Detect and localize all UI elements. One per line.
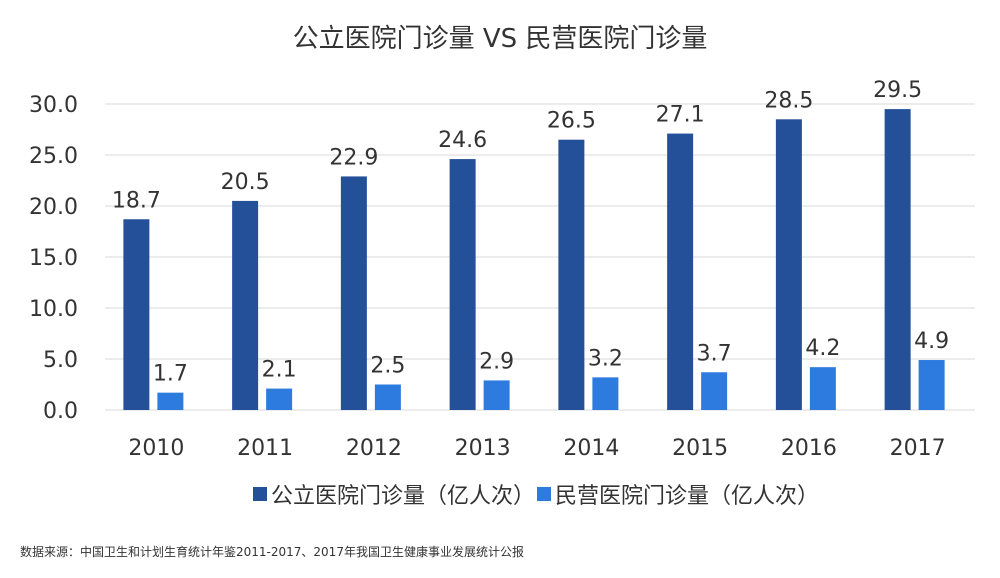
y-tick-label: 0.0 — [43, 399, 78, 424]
bar-private — [701, 372, 728, 410]
bar-private — [592, 377, 619, 410]
y-tick-label: 25.0 — [29, 144, 78, 169]
data-label: 2.9 — [479, 349, 514, 374]
bar-public — [775, 119, 802, 411]
y-tick-label: 10.0 — [29, 297, 78, 322]
y-tick-label: 30.0 — [29, 93, 78, 118]
data-label: 20.5 — [221, 170, 270, 195]
bar-public — [667, 133, 694, 410]
data-label: 1.7 — [153, 362, 188, 387]
data-label: 22.9 — [329, 145, 378, 170]
legend-label-public: 公立医院门诊量（亿人次） — [271, 484, 535, 509]
x-tick-label: 2011 — [237, 436, 293, 461]
chart-title: 公立医院门诊量 VS 民营医院门诊量 — [293, 24, 708, 54]
bar-private — [266, 388, 293, 410]
bars — [123, 109, 945, 411]
legend-swatch-private — [537, 487, 551, 501]
data-label: 29.5 — [873, 78, 922, 103]
data-label: 28.5 — [764, 88, 813, 113]
x-tick-label: 2014 — [563, 436, 619, 461]
data-label: 27.1 — [656, 103, 705, 128]
x-tick-label: 2016 — [781, 436, 837, 461]
bar-private — [374, 384, 401, 410]
y-axis: 0.0 5.0 10.0 15.0 20.0 25.0 30.0 — [29, 93, 78, 424]
bar-public — [449, 159, 476, 410]
legend: 公立医院门诊量（亿人次） 民营医院门诊量（亿人次） — [253, 484, 819, 509]
data-label: 2.5 — [370, 354, 405, 379]
x-tick-label: 2010 — [128, 436, 184, 461]
x-axis: 2010 2011 2012 2013 2014 2015 2016 2017 — [128, 436, 945, 461]
data-label: 24.6 — [438, 128, 487, 153]
x-tick-label: 2012 — [346, 436, 402, 461]
bar-public — [340, 176, 367, 410]
bar-public — [123, 219, 150, 410]
x-tick-label: 2015 — [672, 436, 728, 461]
data-label: 3.2 — [588, 346, 623, 371]
bar-public — [558, 139, 585, 410]
bar-public — [884, 109, 911, 410]
y-tick-label: 20.0 — [29, 195, 78, 220]
bar-private — [483, 380, 510, 410]
legend-label-private: 民营医院门诊量（亿人次） — [555, 484, 819, 509]
data-labels: 18.7 20.5 22.9 24.6 26.5 27.1 28.5 29.5 1.7 2.1 2.… — [112, 78, 949, 387]
y-tick-label: 5.0 — [43, 348, 78, 373]
data-label: 26.5 — [547, 109, 596, 134]
data-label: 2.1 — [262, 358, 297, 383]
source-note: 数据来源：中国卫生和计划生育统计年鉴2011-2017、2017年我国卫生健康事… — [20, 544, 524, 559]
data-label: 4.9 — [914, 329, 949, 354]
data-label: 18.7 — [112, 188, 161, 213]
x-tick-label: 2013 — [455, 436, 511, 461]
y-tick-label: 15.0 — [29, 246, 78, 271]
bar-public — [232, 200, 259, 410]
bar-private — [157, 392, 184, 410]
bar-private — [809, 367, 836, 410]
data-label: 3.7 — [697, 341, 732, 366]
x-tick-label: 2017 — [890, 436, 946, 461]
legend-swatch-public — [253, 487, 267, 501]
data-label: 4.2 — [805, 336, 840, 361]
bar-private — [918, 360, 945, 410]
